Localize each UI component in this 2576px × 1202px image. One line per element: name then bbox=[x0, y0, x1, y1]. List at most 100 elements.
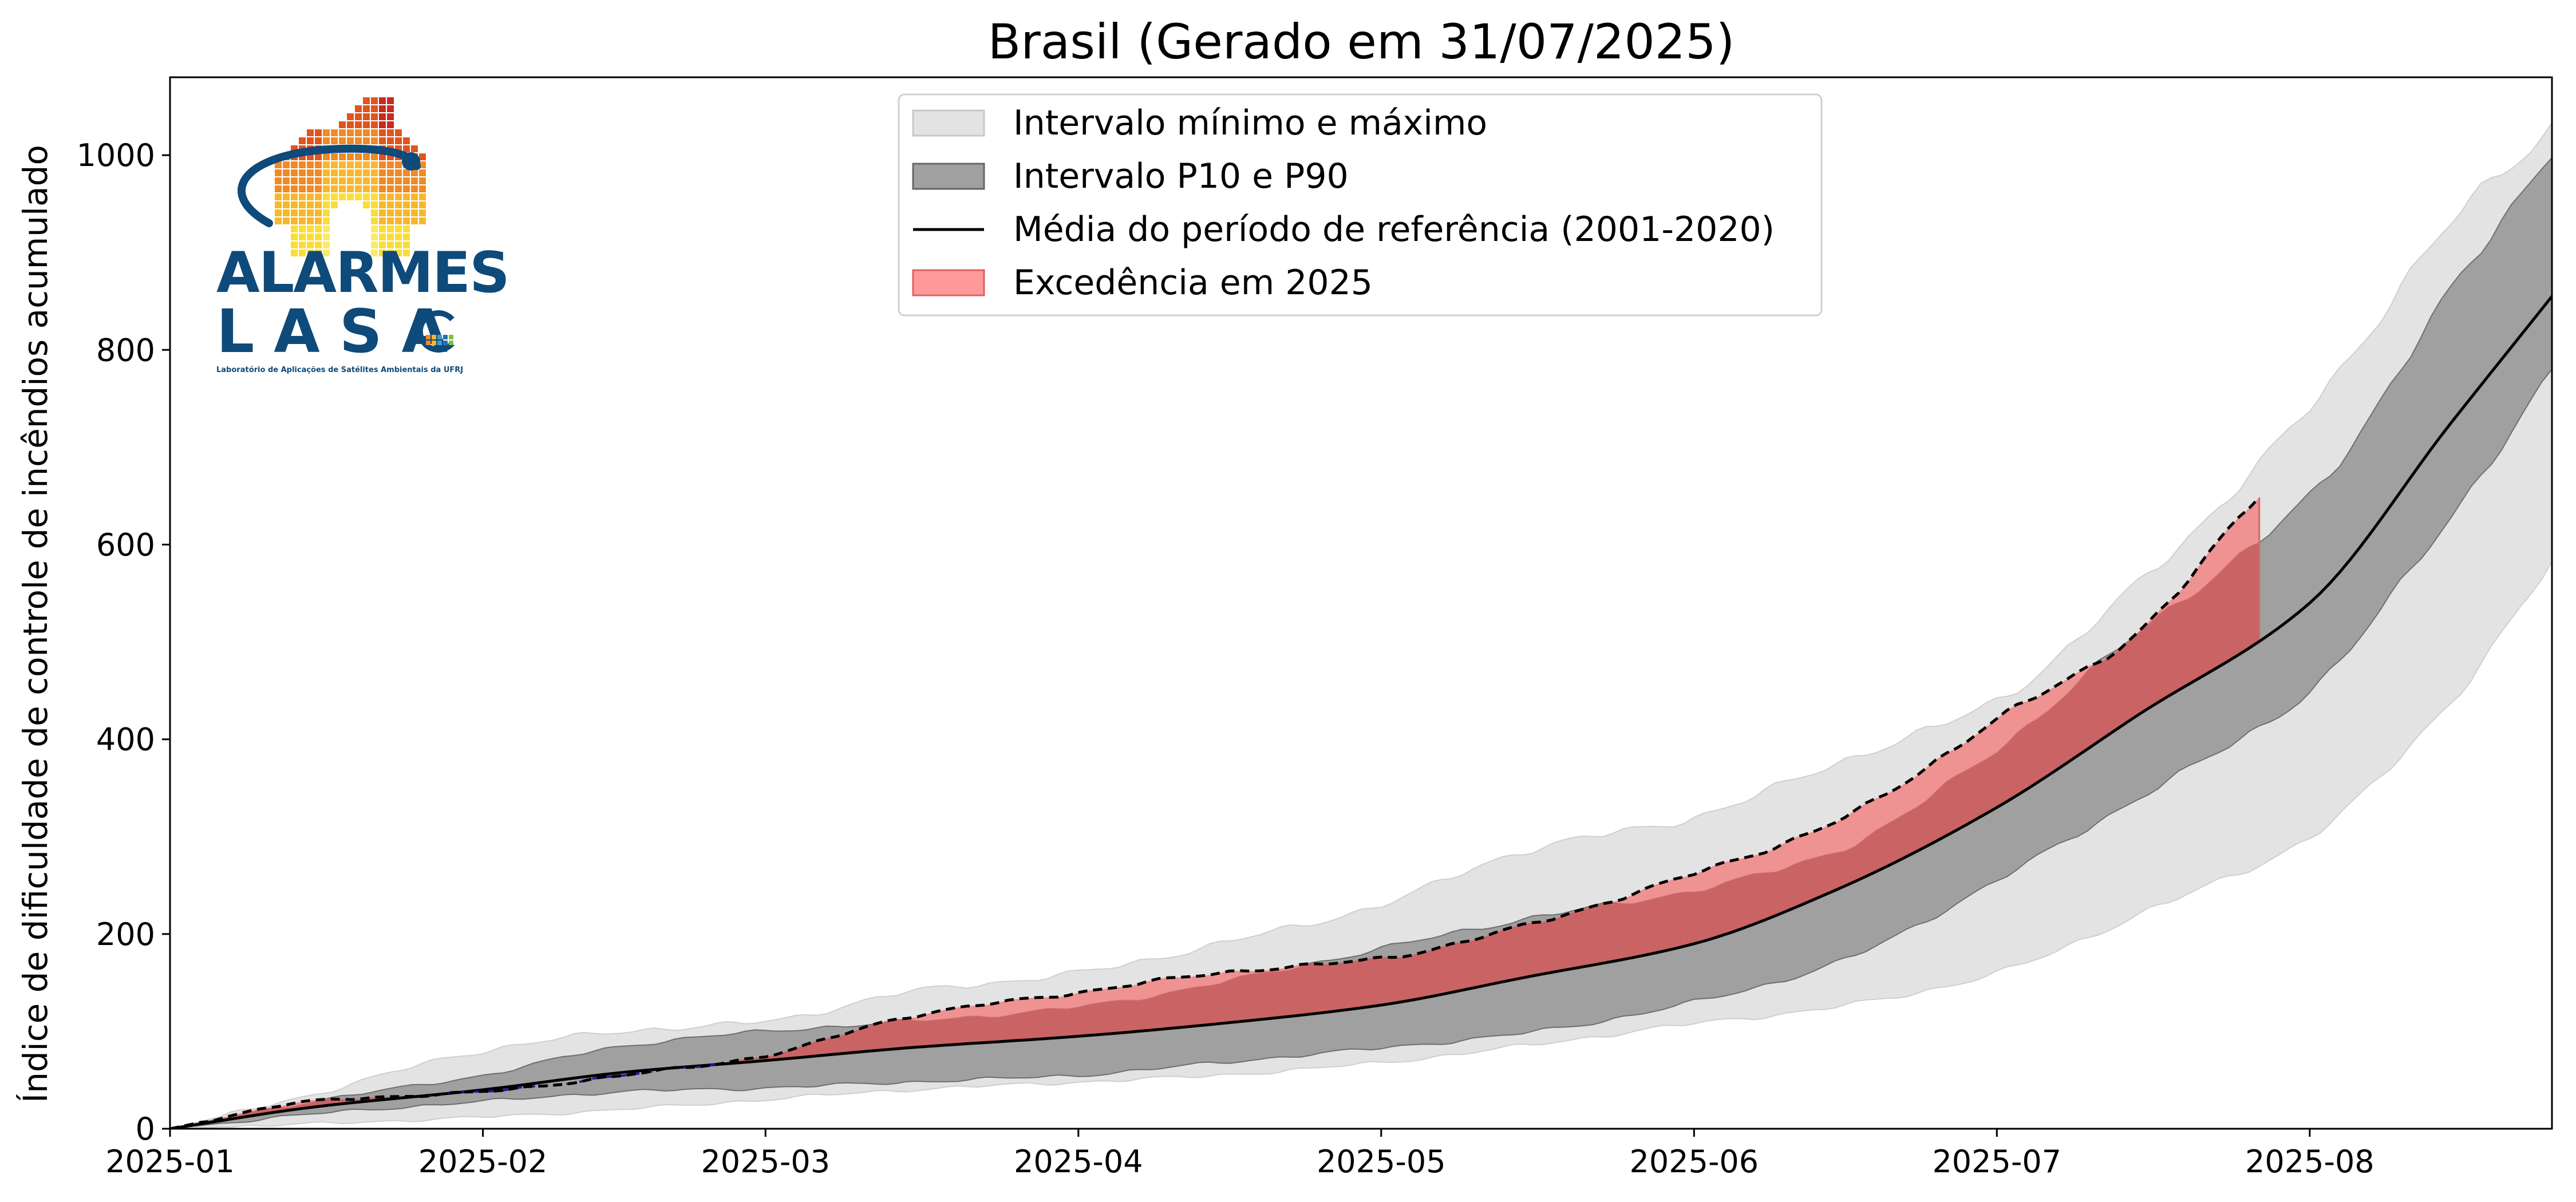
flame-pixel bbox=[387, 193, 394, 200]
flame-pixel bbox=[387, 234, 394, 240]
flame-pixel bbox=[395, 242, 402, 248]
flame-pixel bbox=[323, 226, 330, 232]
plot-frame bbox=[169, 76, 2553, 1130]
flame-pixel bbox=[387, 113, 394, 120]
flame-pixel bbox=[347, 153, 354, 160]
flame-pixel bbox=[419, 209, 426, 216]
flame-pixel bbox=[395, 250, 402, 256]
ring-dot bbox=[432, 335, 436, 339]
flame-pixel bbox=[363, 121, 370, 128]
flame-pixel bbox=[339, 193, 346, 200]
flame-pixel bbox=[323, 193, 330, 200]
flame-pixel bbox=[387, 97, 394, 104]
chart-title: Brasil (Gerado em 31/07/2025) bbox=[988, 14, 1735, 70]
flame-pixel bbox=[403, 145, 410, 152]
flame-pixel bbox=[387, 137, 394, 144]
flame-pixel bbox=[331, 201, 338, 208]
flame-pixel bbox=[299, 193, 306, 200]
flame-pixel bbox=[355, 161, 362, 168]
flame-pixel bbox=[371, 226, 378, 232]
flame-pixel bbox=[379, 250, 386, 256]
flame-pixel bbox=[371, 250, 378, 256]
legend-label: Excedência em 2025 bbox=[1013, 263, 1373, 303]
flame-pixel bbox=[395, 169, 402, 176]
legend-swatch bbox=[912, 269, 985, 296]
flame-pixel bbox=[387, 242, 394, 248]
flame-pixel bbox=[291, 161, 298, 168]
flame-pixel bbox=[331, 193, 338, 200]
flame-pixel bbox=[355, 137, 362, 144]
flame-icon bbox=[275, 97, 426, 256]
flame-pixel bbox=[275, 218, 282, 224]
flame-pixel bbox=[371, 242, 378, 248]
flame-pixel bbox=[379, 161, 386, 168]
ring-dot bbox=[437, 335, 442, 339]
flame-pixel bbox=[419, 185, 426, 192]
flame-pixel bbox=[299, 218, 306, 224]
flame-pixel bbox=[371, 185, 378, 192]
flame-pixel bbox=[395, 129, 402, 136]
satellite-dot-icon bbox=[402, 152, 420, 171]
flame-pixel bbox=[371, 97, 378, 104]
flame-pixel bbox=[299, 226, 306, 232]
flame-pixel bbox=[403, 242, 410, 248]
flame-pixel bbox=[411, 185, 418, 192]
flame-pixel bbox=[403, 137, 410, 144]
flame-pixel bbox=[291, 209, 298, 216]
flame-pixel bbox=[387, 161, 394, 168]
flame-pixel bbox=[315, 242, 322, 248]
flame-pixel bbox=[379, 105, 386, 112]
flame-pixel bbox=[283, 169, 290, 176]
flame-pixel bbox=[355, 121, 362, 128]
flame-pixel bbox=[339, 129, 346, 136]
flame-pixel bbox=[379, 242, 386, 248]
flame-pixel bbox=[331, 137, 338, 144]
flame-pixel bbox=[379, 226, 386, 232]
flame-pixel bbox=[379, 97, 386, 104]
flame-pixel bbox=[315, 226, 322, 232]
flame-pixel bbox=[411, 201, 418, 208]
flame-pixel bbox=[387, 218, 394, 224]
ring-dot bbox=[443, 341, 448, 345]
flame-pixel bbox=[379, 129, 386, 136]
y-tick-label: 800 bbox=[96, 332, 155, 368]
legend: Intervalo mínimo e máximo Intervalo P10 e… bbox=[898, 93, 1823, 317]
logo-org: LASA bbox=[216, 296, 467, 366]
x-tick-label: 2025-01 bbox=[105, 1144, 235, 1180]
flame-pixel bbox=[307, 242, 314, 248]
flame-pixel bbox=[371, 137, 378, 144]
flame-pixel bbox=[323, 153, 330, 160]
flame-pixel bbox=[411, 145, 418, 152]
flame-pixel bbox=[323, 234, 330, 240]
flame-pixel bbox=[371, 121, 378, 128]
flame-pixel bbox=[315, 209, 322, 216]
flame-pixel bbox=[323, 177, 330, 184]
flame-pixel bbox=[419, 218, 426, 224]
flame-pixel bbox=[355, 113, 362, 120]
x-tick-label: 2025-07 bbox=[1932, 1144, 2061, 1180]
flame-pixel bbox=[355, 169, 362, 176]
flame-pixel bbox=[283, 218, 290, 224]
flame-pixel bbox=[347, 161, 354, 168]
x-tick-label: 2025-05 bbox=[1317, 1144, 1446, 1180]
y-tick-label: 600 bbox=[96, 527, 155, 563]
logo-subtitle: Laboratório de Aplicações de Satélites A… bbox=[216, 366, 463, 374]
flame-pixel bbox=[291, 226, 298, 232]
flame-pixel bbox=[283, 161, 290, 168]
legend-label: Intervalo mínimo e máximo bbox=[1013, 103, 1487, 143]
flame-pixel bbox=[403, 250, 410, 256]
ring-dot bbox=[432, 341, 436, 345]
flame-pixel bbox=[315, 169, 322, 176]
flame-pixel bbox=[363, 177, 370, 184]
flame-pixel bbox=[395, 137, 402, 144]
flame-pixel bbox=[323, 169, 330, 176]
flame-pixel bbox=[283, 177, 290, 184]
y-tick-label: 400 bbox=[96, 722, 155, 758]
legend-label: Média do período de referência (2001-202… bbox=[1013, 209, 1775, 250]
exceedance-overlap-area bbox=[715, 542, 2259, 1065]
flame-pixel bbox=[403, 177, 410, 184]
flame-pixel bbox=[371, 129, 378, 136]
ring-dot bbox=[437, 341, 442, 345]
flame-pixel bbox=[299, 201, 306, 208]
axes-layer: 2025-01 2025-02 2025-03 2025-04 2025-05 2025-… bbox=[77, 137, 2374, 1180]
